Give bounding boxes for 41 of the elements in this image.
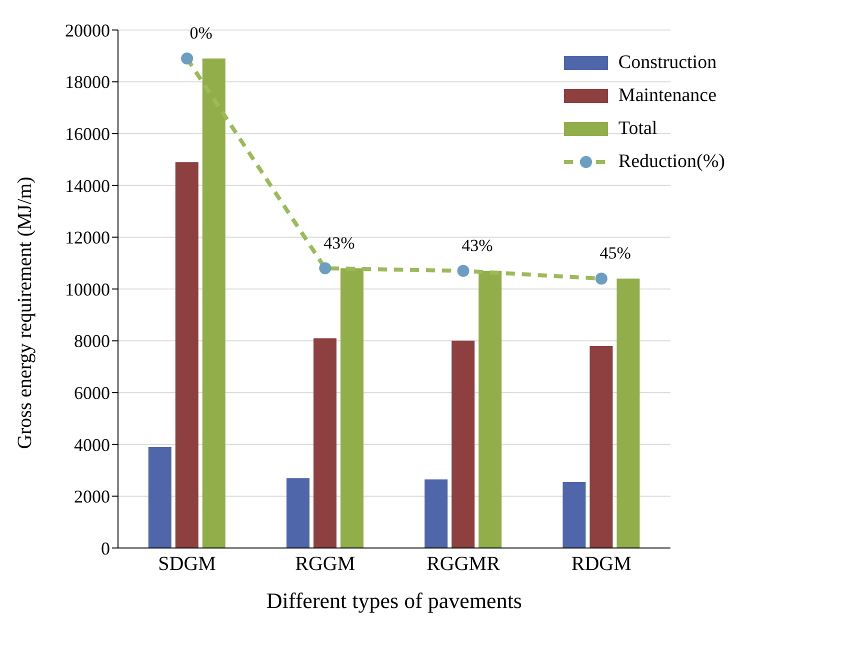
y-tick-label: 18000 — [65, 72, 110, 92]
y-tick-label: 20000 — [65, 20, 110, 40]
bar — [478, 270, 502, 548]
y-tick-label: 8000 — [74, 331, 110, 352]
bar — [424, 479, 448, 548]
y-tick-label: 12000 — [65, 228, 110, 248]
point — [181, 52, 194, 64]
bar — [286, 478, 310, 548]
point — [319, 262, 332, 274]
y-tick-label: 10000 — [65, 279, 110, 300]
y-tick-label: 4000 — [74, 434, 110, 455]
bar — [313, 338, 336, 548]
annotation: 0% — [190, 23, 212, 42]
y-tick-label: 16000 — [65, 124, 110, 144]
y-tick-label: 6000 — [74, 382, 110, 403]
y-tick-label: 2000 — [74, 486, 110, 507]
y-axis-title: Gross energy requirement (MJ/m) — [14, 176, 36, 449]
point — [457, 264, 470, 277]
point — [595, 272, 608, 285]
x-tick-label: RGGMR — [426, 553, 501, 576]
bar — [452, 340, 475, 548]
annotation: 43% — [462, 236, 493, 255]
y-tick-label: 0 — [101, 538, 110, 558]
legend-label: Maintenance — [618, 84, 717, 106]
bar — [148, 446, 172, 548]
legend-label: Reduction(%) — [618, 150, 725, 172]
bar — [202, 58, 226, 548]
legend-label: Construction — [618, 52, 717, 74]
bar — [340, 268, 364, 548]
bar — [590, 346, 613, 548]
bar — [175, 162, 198, 548]
y-tick-label: 14000 — [65, 176, 110, 196]
x-tick-label: RDGM — [571, 553, 632, 576]
bar — [562, 482, 586, 548]
annotation: 43% — [324, 233, 355, 252]
x-tick-label: RGGM — [295, 553, 356, 576]
x-tick-label: SDGM — [158, 553, 216, 576]
annotation: 45% — [600, 244, 631, 263]
x-axis-title: Different types of pavements — [266, 588, 522, 613]
legend-label: Total — [618, 118, 658, 140]
bar — [616, 278, 640, 548]
